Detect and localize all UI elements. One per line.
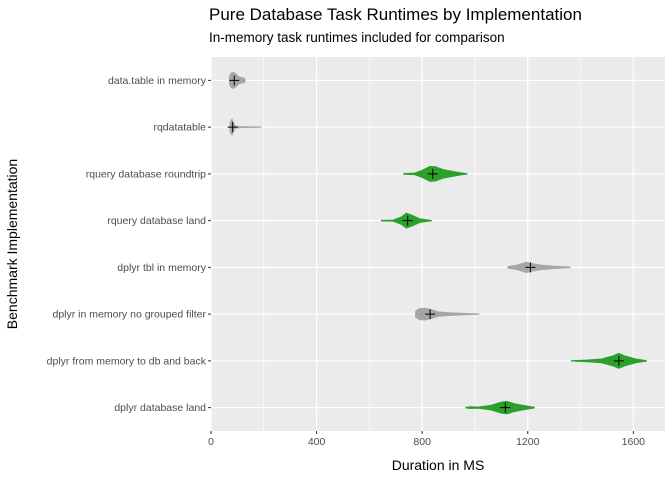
y-axis-ticks: data.table in memory rqdatatable rquery da…	[47, 75, 211, 414]
violins	[227, 71, 647, 415]
y-tick-label: dplyr in memory no grouped filter	[53, 309, 207, 321]
violin-memory	[507, 261, 571, 273]
y-tick-label: dplyr database land	[114, 402, 206, 414]
y-tick-label: rquery database land	[107, 215, 206, 227]
y-tick-label: rquery database roundtrip	[86, 168, 206, 180]
violin-memory	[415, 307, 480, 321]
violin-database	[465, 400, 535, 415]
chart-subtitle: In-memory task runtimes included for com…	[209, 30, 505, 45]
x-tick-label: 1600	[622, 436, 646, 448]
x-axis-title: Duration in MS	[392, 457, 485, 473]
y-tick-label: dplyr from memory to db and back	[47, 355, 207, 367]
plot-panel	[211, 57, 665, 431]
y-tick-label: dplyr tbl in memory	[117, 262, 206, 274]
chart-title: Pure Database Task Runtimes by Implement…	[209, 5, 582, 24]
violin-database	[570, 352, 647, 369]
violin-memory	[229, 118, 262, 136]
y-tick-label: rqdatatable	[153, 122, 206, 134]
grid-lines	[210, 57, 665, 431]
x-tick-label: 800	[413, 436, 431, 448]
y-axis-title: Benchmark Implementation	[4, 159, 20, 329]
x-tick-label: 400	[308, 436, 326, 448]
y-tick-label: data.table in memory	[108, 75, 207, 87]
x-tick-label: 1200	[516, 436, 540, 448]
x-axis-ticks: 0 400 800 1200 1600	[208, 431, 645, 448]
x-tick-label: 0	[208, 436, 214, 448]
